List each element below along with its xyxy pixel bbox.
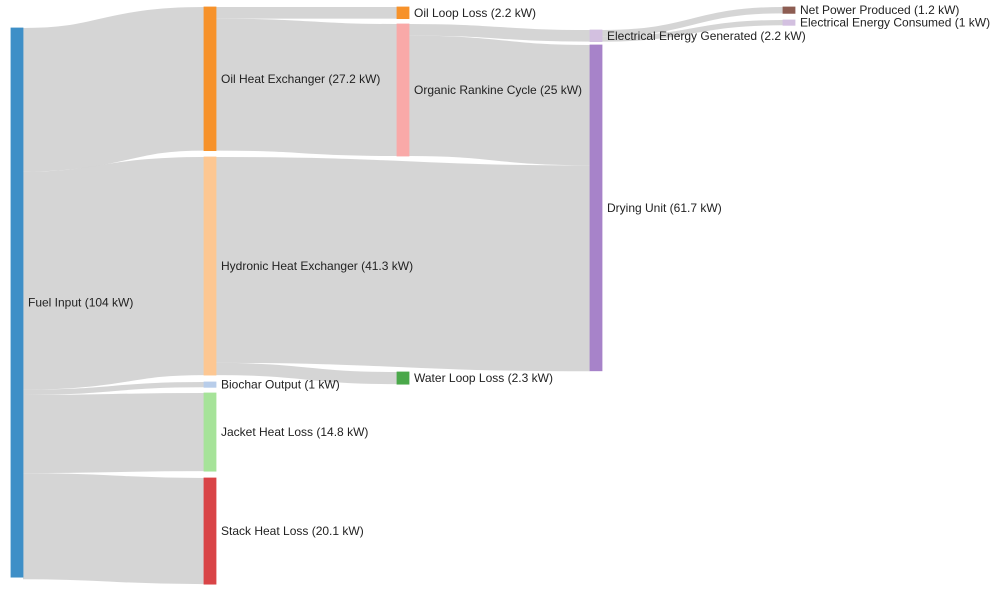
node-label-elecuse: Electrical Energy Consumed (1 kW) <box>800 16 990 30</box>
link-elecgen-to-elecuse <box>601 20 784 42</box>
node-stack <box>203 477 217 585</box>
node-label-fuel: Fuel Input (104 kW) <box>28 296 133 310</box>
node-label-netpower: Net Power Produced (1.2 kW) <box>800 3 959 17</box>
link-fuel-to-jacket <box>22 393 205 474</box>
node-elecuse <box>782 19 796 26</box>
link-hydhx-to-waterloss <box>215 362 398 385</box>
node-elecgen <box>589 29 603 43</box>
node-jacket <box>203 392 217 472</box>
link-orc-to-drying <box>408 35 591 166</box>
node-label-waterloss: Water Loop Loss (2.3 kW) <box>414 371 553 385</box>
sankey-links <box>21 6 784 585</box>
link-fuel-to-stack <box>22 473 205 585</box>
node-oilhx <box>203 6 217 152</box>
sankey-nodes <box>10 6 796 585</box>
link-elecgen-to-netpower <box>601 7 784 37</box>
node-label-drying: Drying Unit (61.7 kW) <box>607 201 722 215</box>
link-orc-to-elecgen <box>408 24 591 42</box>
node-label-jacket: Jacket Heat Loss (14.8 kW) <box>221 425 368 439</box>
node-hydhx <box>203 156 217 376</box>
node-label-biochar: Biochar Output (1 kW) <box>221 378 340 392</box>
node-label-stack: Stack Heat Loss (20.1 kW) <box>221 524 364 538</box>
node-drying <box>589 44 603 372</box>
node-oilloss <box>396 6 410 20</box>
node-label-oilhx: Oil Heat Exchanger (27.2 kW) <box>221 72 380 86</box>
link-oilhx-to-orc <box>215 18 398 156</box>
node-label-orc: Organic Rankine Cycle (25 kW) <box>414 83 582 97</box>
link-hydhx-to-drying <box>215 157 591 372</box>
node-label-elecgen: Electrical Energy Generated (2.2 kW) <box>607 29 806 43</box>
node-waterloss <box>396 371 410 385</box>
node-biochar <box>203 381 217 388</box>
node-label-hydhx: Hydronic Heat Exchanger (41.3 kW) <box>221 259 413 273</box>
node-netpower <box>782 6 796 14</box>
node-fuel <box>10 27 24 578</box>
link-fuel-to-hydhx <box>21 157 206 390</box>
node-label-oilloss: Oil Loop Loss (2.2 kW) <box>414 6 536 20</box>
link-fuel-to-biochar <box>22 382 205 395</box>
link-fuel-to-oilhx <box>22 7 205 172</box>
node-orc <box>396 23 410 157</box>
sankey-labels: Fuel Input (104 kW) Oil Heat Exchanger (2… <box>28 3 990 538</box>
